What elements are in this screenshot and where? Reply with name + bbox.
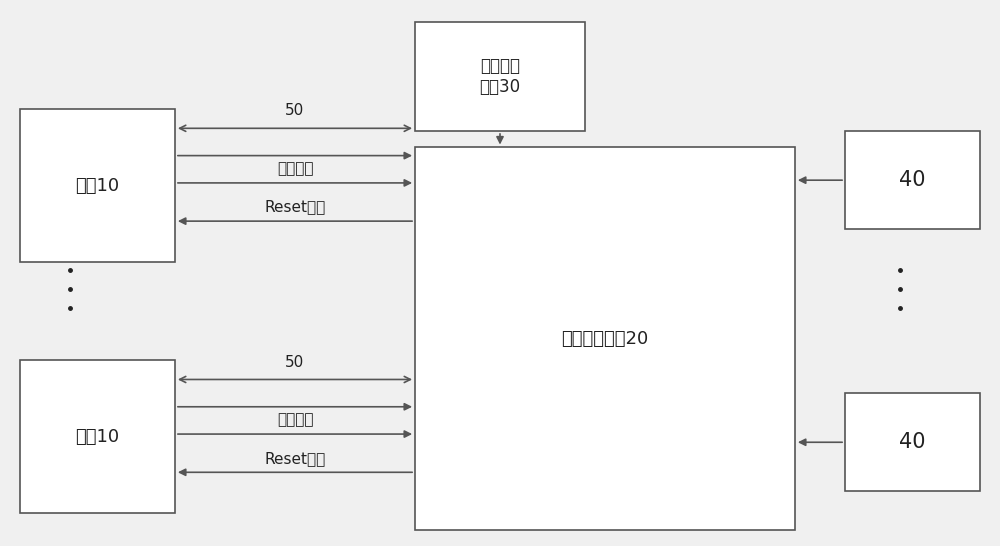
Text: 心跳监测模块20: 心跳监测模块20 — [561, 330, 649, 347]
Text: 40: 40 — [899, 170, 926, 190]
Bar — [20, 109, 175, 262]
Text: Reset信号: Reset信号 — [264, 451, 326, 466]
Text: 芯片10: 芯片10 — [75, 177, 120, 194]
Bar — [415, 22, 585, 131]
Bar — [845, 393, 980, 491]
Text: Reset信号: Reset信号 — [264, 200, 326, 215]
Text: 心跳信号: 心跳信号 — [277, 413, 313, 428]
Text: 50: 50 — [285, 355, 305, 370]
Text: 50: 50 — [285, 104, 305, 118]
Text: 心跳信号: 心跳信号 — [277, 162, 313, 176]
Text: 芯片10: 芯片10 — [75, 428, 120, 446]
Text: 上电复位
电路30: 上电复位 电路30 — [479, 57, 521, 96]
Text: 40: 40 — [899, 432, 926, 452]
Bar — [20, 360, 175, 513]
Bar — [845, 131, 980, 229]
Bar — [415, 147, 795, 530]
